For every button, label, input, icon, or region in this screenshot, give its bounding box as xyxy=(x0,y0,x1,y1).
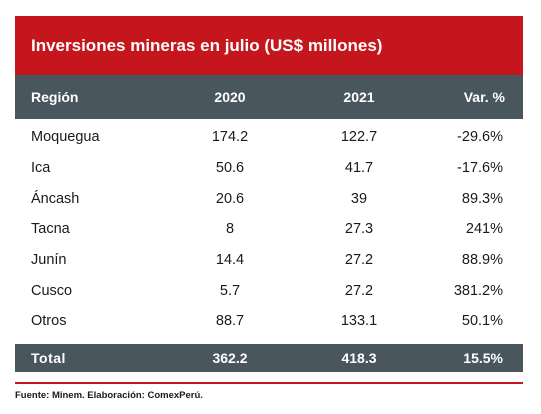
header-2020: 2020 xyxy=(214,89,246,105)
cell-var: -17.6% xyxy=(457,160,503,177)
header-2021: 2021 xyxy=(343,89,375,105)
cell-var: 88.9% xyxy=(461,252,503,269)
cell-2021: 27.2 xyxy=(344,282,374,299)
cell-var: 50.1% xyxy=(461,313,503,330)
cell-var: 89.3% xyxy=(461,190,503,207)
cell-2020: 50.6 xyxy=(215,160,245,177)
total-var: 15.5% xyxy=(463,349,503,366)
cell-var: -29.6% xyxy=(457,129,503,146)
cell-2020: 174.2 xyxy=(211,129,249,146)
cell-2021: 39 xyxy=(350,190,368,207)
total-label: Total xyxy=(31,349,66,366)
cell-region: Tacna xyxy=(31,221,70,238)
source-note: Fuente: Minem. Elaboración: ComexPerú. xyxy=(15,390,203,401)
table-body: Moquegua 174.2 122.7 -29.6% Ica 50.6 41.… xyxy=(15,119,523,344)
cell-2021: 27.2 xyxy=(344,252,374,269)
investment-table: Región 2020 2021 Var. % Moquegua 174.2 1… xyxy=(15,75,523,372)
cell-var: 241% xyxy=(465,221,503,238)
divider-rule xyxy=(15,382,523,384)
table-row: Otros 88.7 133.1 50.1% xyxy=(15,306,523,337)
cell-region: Otros xyxy=(31,313,67,330)
cell-2021: 133.1 xyxy=(340,313,378,330)
cell-region: Áncash xyxy=(31,190,80,207)
table-row: Junín 14.4 27.2 88.9% xyxy=(15,245,523,276)
header-region: Región xyxy=(31,89,79,105)
cell-2021: 27.3 xyxy=(344,221,374,238)
table-row: Ica 50.6 41.7 -17.6% xyxy=(15,153,523,184)
cell-2020: 8 xyxy=(225,221,235,238)
cell-region: Junín xyxy=(31,252,67,269)
cell-2020: 20.6 xyxy=(215,190,245,207)
table-row: Moquegua 174.2 122.7 -29.6% xyxy=(15,122,523,153)
cell-2020: 5.7 xyxy=(219,282,241,299)
cell-2021: 122.7 xyxy=(340,129,378,146)
cell-region: Cusco xyxy=(31,282,73,299)
total-row: Total 362.2 418.3 15.5% xyxy=(15,343,523,372)
table-title: Inversiones mineras en julio (US$ millon… xyxy=(15,16,523,75)
total-2021: 418.3 xyxy=(341,349,377,366)
cell-2021: 41.7 xyxy=(344,160,374,177)
header-var: Var. % xyxy=(463,89,505,105)
bottom-spacer xyxy=(15,337,523,344)
table-row: Áncash 20.6 39 89.3% xyxy=(15,183,523,214)
cell-2020: 88.7 xyxy=(215,313,245,330)
total-2020: 362.2 xyxy=(212,349,248,366)
cell-region: Ica xyxy=(31,160,51,177)
cell-2020: 14.4 xyxy=(215,252,245,269)
table-header: Región 2020 2021 Var. % xyxy=(15,75,523,119)
header-row: Región 2020 2021 Var. % xyxy=(15,75,523,119)
table-row: Tacna 8 27.3 241% xyxy=(15,214,523,245)
table-footer: Total 362.2 418.3 15.5% xyxy=(15,343,523,372)
cell-var: 381.2% xyxy=(453,282,503,299)
cell-region: Moquegua xyxy=(31,129,100,146)
table-row: Cusco 5.7 27.2 381.2% xyxy=(15,275,523,306)
